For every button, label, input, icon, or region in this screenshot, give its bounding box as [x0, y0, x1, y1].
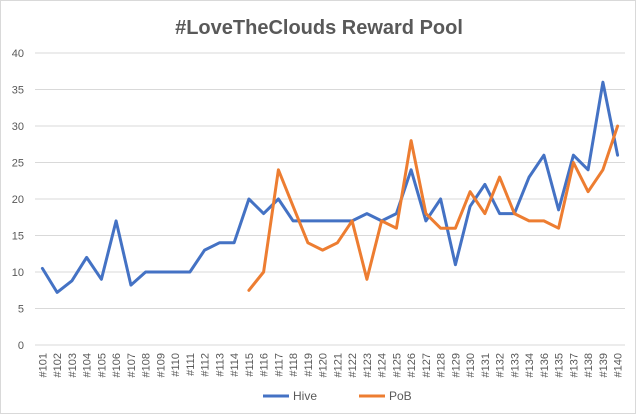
x-tick-label: #139 [598, 353, 610, 377]
x-tick-label: #138 [583, 353, 595, 377]
legend: Hive PoB [263, 389, 412, 403]
y-axis-ticks: 0 5 10 15 20 25 30 35 40 [12, 48, 24, 352]
x-tick-label: #115 [244, 353, 256, 377]
x-tick-label: #119 [303, 353, 315, 377]
x-tick-label: #136 [539, 353, 551, 377]
legend-label-hive: Hive [293, 389, 317, 403]
x-tick-label: #117 [273, 353, 285, 377]
y-tick-label: 20 [12, 194, 24, 206]
x-tick-label: #137 [568, 353, 580, 377]
x-axis-ticks: #101 #102 #103 #104 #105 #106 #107 #108 #109 #110… [37, 353, 624, 377]
y-tick-label: 10 [12, 267, 24, 279]
chart-title: #LoveTheClouds Reward Pool [175, 17, 463, 39]
x-tick-label: #113 [214, 353, 226, 377]
x-tick-label: #129 [450, 353, 462, 377]
x-tick-label: #133 [509, 353, 521, 377]
x-tick-label: #127 [421, 353, 433, 377]
x-tick-label: #140 [613, 353, 625, 377]
y-tick-label: 35 [12, 85, 24, 97]
y-tick-label: 0 [18, 340, 24, 352]
gridlines [35, 52, 625, 346]
x-tick-label: #111 [185, 353, 197, 376]
x-tick-label: #114 [229, 353, 241, 377]
x-tick-label: #135 [554, 353, 566, 377]
x-tick-label: #105 [96, 353, 108, 377]
y-tick-label: 15 [12, 231, 24, 243]
y-tick-label: 25 [12, 158, 24, 170]
x-tick-label: #132 [495, 353, 507, 377]
series-line-hive [40, 80, 620, 294]
x-tick-label: #118 [288, 353, 300, 377]
x-tick-label: #110 [170, 353, 182, 377]
x-tick-label: #130 [465, 353, 477, 377]
x-tick-label: #109 [155, 353, 167, 377]
y-tick-label: 40 [12, 48, 24, 60]
x-tick-label: #103 [67, 353, 79, 377]
series-line-pob [247, 124, 620, 292]
x-tick-label: #121 [332, 353, 344, 377]
x-tick-label: #124 [377, 353, 389, 377]
x-tick-label: #123 [362, 353, 374, 377]
x-tick-label: #128 [436, 353, 448, 377]
x-tick-label: #120 [318, 353, 330, 377]
x-tick-label: #112 [200, 353, 212, 377]
x-tick-label: #102 [52, 353, 64, 377]
x-tick-label: #108 [141, 353, 153, 377]
x-tick-label: #107 [126, 353, 138, 377]
x-tick-label: #101 [37, 353, 49, 377]
x-tick-label: #126 [406, 353, 418, 377]
x-tick-label: #116 [259, 353, 271, 377]
y-tick-label: 30 [12, 121, 24, 133]
series-lines [40, 80, 620, 294]
x-tick-label: #104 [82, 353, 94, 377]
x-tick-label: #131 [480, 353, 492, 377]
x-tick-label: #106 [111, 353, 123, 377]
legend-label-pob: PoB [389, 389, 412, 403]
x-tick-label: #122 [347, 353, 359, 377]
y-tick-label: 5 [18, 304, 24, 316]
x-tick-label: #125 [391, 353, 403, 377]
x-tick-label: #134 [524, 353, 536, 377]
